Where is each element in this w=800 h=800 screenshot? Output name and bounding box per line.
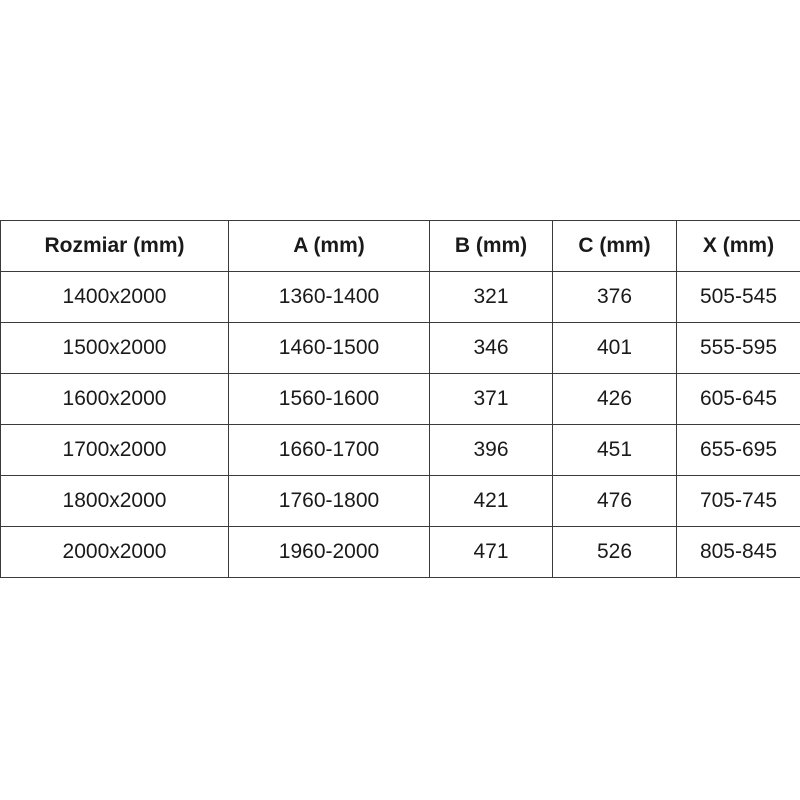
table-cell: 421: [429, 475, 553, 527]
table-cell: 321: [429, 271, 553, 323]
table-row: 1800x2000 1760-1800 421 476 705-745: [0, 475, 800, 527]
header-cell: X (mm): [676, 220, 800, 272]
table-row: 1700x2000 1660-1700 396 451 655-695: [0, 424, 800, 476]
table-cell: 2000x2000: [0, 526, 229, 578]
table-cell: 1800x2000: [0, 475, 229, 527]
table-row: 1500x2000 1460-1500 346 401 555-595: [0, 322, 800, 374]
header-row: Rozmiar (mm) A (mm) B (mm) C (mm) X (mm): [0, 220, 800, 272]
table-cell: 1960-2000: [228, 526, 430, 578]
table-cell: 555-595: [676, 322, 800, 374]
table-cell: 1500x2000: [0, 322, 229, 374]
table-cell: 471: [429, 526, 553, 578]
table-cell: 451: [552, 424, 677, 476]
header-cell: C (mm): [552, 220, 677, 272]
table-cell: 526: [552, 526, 677, 578]
table-cell: 1700x2000: [0, 424, 229, 476]
table-row: 2000x2000 1960-2000 471 526 805-845: [0, 526, 800, 578]
table-cell: 655-695: [676, 424, 800, 476]
table-row: 1400x2000 1360-1400 321 376 505-545: [0, 271, 800, 323]
table-cell: 1760-1800: [228, 475, 430, 527]
table-cell: 371: [429, 373, 553, 425]
table-cell: 1360-1400: [228, 271, 430, 323]
table-cell: 1600x2000: [0, 373, 229, 425]
table-cell: 426: [552, 373, 677, 425]
dimensions-table: Rozmiar (mm) A (mm) B (mm) C (mm) X (mm)…: [0, 220, 800, 578]
header-cell: B (mm): [429, 220, 553, 272]
table-cell: 505-545: [676, 271, 800, 323]
table-cell: 605-645: [676, 373, 800, 425]
table-cell: 396: [429, 424, 553, 476]
table-cell: 705-745: [676, 475, 800, 527]
table-cell: 1660-1700: [228, 424, 430, 476]
table-row: 1600x2000 1560-1600 371 426 605-645: [0, 373, 800, 425]
table-cell: 401: [552, 322, 677, 374]
table-cell: 1400x2000: [0, 271, 229, 323]
header-cell: A (mm): [228, 220, 430, 272]
table-cell: 805-845: [676, 526, 800, 578]
table-cell: 346: [429, 322, 553, 374]
table-cell: 1560-1600: [228, 373, 430, 425]
table-cell: 1460-1500: [228, 322, 430, 374]
table-cell: 376: [552, 271, 677, 323]
header-cell: Rozmiar (mm): [0, 220, 229, 272]
table-cell: 476: [552, 475, 677, 527]
